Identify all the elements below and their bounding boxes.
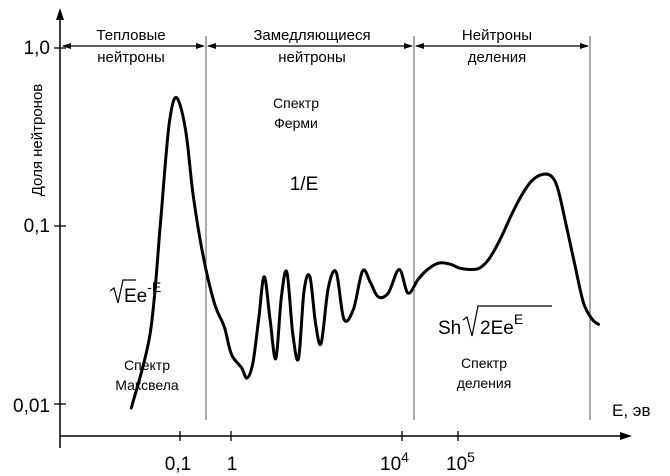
fermi-label-line2: Ферми [274, 115, 318, 131]
region-label-fission-2: деления [468, 49, 526, 66]
region-label-slowing: Замедляющиеся [253, 27, 370, 44]
inv-e-label: 1/E [290, 174, 319, 195]
fission-sqrt-sign [462, 305, 552, 337]
y-tick-label-01: 0,1 [24, 216, 50, 237]
x-axis-arrow [620, 432, 632, 440]
x-tick-label-1: 1 [227, 454, 238, 475]
x-axis-label: E, эв [612, 401, 651, 420]
fission-formula: Sh 2EeE [438, 305, 552, 339]
y-axis-label: Доля нейтронов [29, 84, 46, 197]
svg-text:Sh: Sh [438, 318, 461, 339]
region-arrow-slowing [207, 43, 413, 49]
region-label-slowing-2: нейтроны [278, 49, 346, 66]
fission-label-line2: деления [457, 375, 512, 391]
region-label-fission: Нейтроны [462, 27, 532, 44]
maxwell-formula: Ee-E [109, 279, 161, 307]
maxwell-label-line2: Максвела [115, 377, 179, 393]
y-axis-arrow [56, 8, 64, 20]
y-tick-label-1: 1,0 [24, 38, 50, 59]
x-tick-label-1e4: 104 [380, 449, 409, 475]
region-label-thermal: Тепловые [96, 27, 165, 44]
y-tick-label-001: 0,01 [13, 396, 50, 417]
svg-text:2EeE: 2EeE [480, 311, 523, 339]
x-tick-label-01: 0,1 [165, 454, 191, 475]
fermi-label-line1: Спектр [273, 95, 319, 111]
fission-label-line1: Спектр [461, 355, 507, 371]
maxwell-sqrt-sign [109, 279, 136, 304]
region-arrow-thermal [62, 43, 205, 49]
maxwell-label-line1: Спектр [124, 357, 170, 373]
region-arrow-fission [415, 43, 589, 49]
region-label-thermal-2: нейтроны [97, 49, 165, 66]
x-tick-label-1e5: 105 [446, 449, 475, 475]
spectrum-curve [129, 95, 600, 410]
